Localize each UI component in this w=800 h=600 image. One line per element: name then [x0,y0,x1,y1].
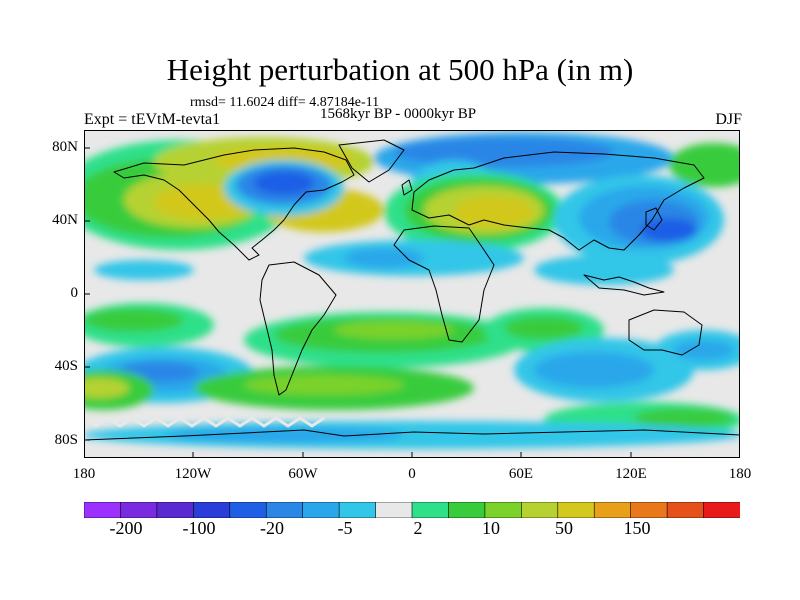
lat-label-0: 0 [70,285,79,301]
saust-negative-inner [674,340,734,360]
colorbar-swatch [265,502,304,518]
colorbar-label: -100 [182,518,216,538]
southern-positive-west-core [84,378,129,398]
north-america-coast [113,147,355,261]
satl-positive-core [334,321,454,339]
colorbar-label: 150 [623,518,651,538]
stats-subtitle: rmsd= 11.6024 diff= 4.87184e-11 [190,95,380,110]
southern-positive-atl-core [244,375,404,395]
tropics-negative-core [344,248,424,268]
lon-label-120w: 120W [174,466,212,482]
colorbar-swatch [156,502,195,518]
colorbar-swatch [84,502,122,518]
colorbar-swatch [557,502,596,518]
sindian-positive-inner [504,316,584,340]
colorbar-swatch [593,502,632,518]
anomaly-map [84,130,740,458]
eastasia-negative-peak [641,218,697,242]
tropics-negative-west [94,260,194,280]
colorbar-label: -20 [260,518,284,538]
colorbar-swatch [630,502,668,518]
lon-label-180e: 180 [728,466,752,482]
colorbar-label: 50 [555,518,573,538]
lat-label-40s: 40S [54,358,78,374]
colorbar-label: 10 [482,518,500,538]
lon-label-120e: 120E [615,466,647,482]
arctic-negative-inner [394,137,614,167]
colorbar-swatch [302,502,340,518]
colorbar-swatch [448,502,486,518]
lon-label-60e: 60E [508,466,534,482]
colorbar-swatch [484,502,523,518]
british-isles-coast [401,179,413,196]
colorbar-swatch [120,502,158,518]
lon-label-0: 0 [408,466,416,482]
lat-label-40n: 40N [52,212,78,228]
south-america-coast [259,261,337,396]
colorbar-swatch [375,502,413,518]
lat-label-80s: 80S [54,432,78,448]
chart-title: Height perturbation at 500 hPa (in m) [166,52,634,87]
colorbar-swatch [193,502,231,518]
sindian-negative-inner [534,352,654,388]
japan-coast [645,207,663,231]
npacific-positive [669,143,740,187]
period-subtitle: 1568kyr BP - 0000kyr BP [320,106,477,122]
eurasia-positive-peak [454,196,534,228]
colorbar-swatch [521,502,559,518]
experiment-label: Expt = tEVtM-tevta1 [84,111,221,128]
lon-label-180w: 180 [72,466,96,482]
antarctica-coast [84,429,740,441]
tropics-negative-east [534,255,674,285]
spacific-positive-inner [84,308,184,332]
africa-coast [393,225,495,343]
polar-sawtooth [84,416,325,428]
indonesia-coast [583,274,665,296]
eurasia-coast [411,151,705,251]
colorbar-swatch [338,502,377,518]
australia-coast [628,309,703,356]
colorbar-label: -200 [109,518,143,538]
season-label: DJF [715,111,742,128]
colorbar-swatch [666,502,705,518]
colorbar-swatch [229,502,268,518]
colorbar-label: -5 [337,518,353,538]
colorbar-swatch [703,502,740,518]
greenland-coast [338,139,405,183]
colorbar-swatch [411,502,450,518]
colorbar-label: 2 [413,518,423,538]
colorbar [84,502,740,518]
southern-positive-east-core [634,408,734,428]
lat-label-80n: 80N [52,139,78,155]
canada-negative-core [254,171,314,195]
lon-label-60w: 60W [288,466,318,482]
antarctic-band-core [164,427,404,443]
